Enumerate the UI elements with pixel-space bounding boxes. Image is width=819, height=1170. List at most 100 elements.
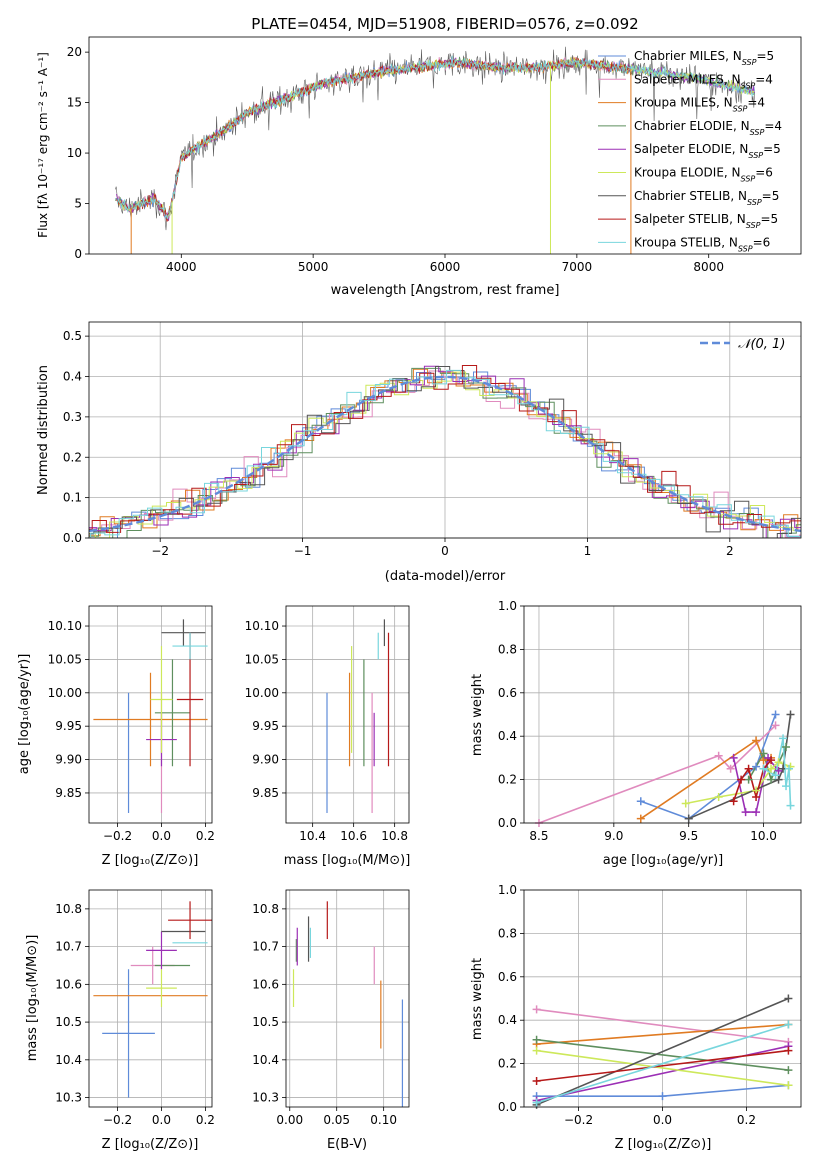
mass_vs_Z-xtick-label: 0.0 <box>152 1113 171 1127</box>
weight_vs_age-ytick-label: 0.8 <box>498 642 517 656</box>
mass_vs_ebv-frame <box>285 889 410 1108</box>
spectrum-xtick-label: 4000 <box>166 260 197 274</box>
weight_vs_Z-marker <box>532 1076 541 1085</box>
mass_vs_Z-xtick-label: −0.2 <box>103 1113 132 1127</box>
residuals-ytick-label: 0.3 <box>63 410 82 424</box>
residuals-plot-area <box>89 365 801 538</box>
weight_vs_age-marker <box>786 710 795 719</box>
weight_vs_Z-ytick-label: 0.2 <box>498 1057 517 1071</box>
weight-vs-age-ylabel: mass weight <box>470 674 485 756</box>
weight_vs_age-marker <box>636 814 645 823</box>
weight_vs_Z-marker <box>532 1046 541 1055</box>
mass_vs_Z-ytick-label: 10.8 <box>55 902 82 916</box>
weight_vs_age-marker <box>752 808 761 817</box>
weight_vs_age-marker <box>759 749 768 758</box>
weight_vs_age-marker <box>752 762 761 771</box>
residual-hist-salpeter-elodie <box>89 365 801 538</box>
residual-legend-label: 𝒩(0, 1) <box>738 337 785 352</box>
mass_vs_Z-ytick-label: 10.4 <box>55 1053 82 1067</box>
age_vs_mass-ytick-label: 9.95 <box>252 719 279 733</box>
mass_vs_Z-plot-area <box>93 901 212 1098</box>
residuals-ytick-label: 0.0 <box>63 531 82 545</box>
weight_vs_age-marker <box>714 751 723 760</box>
spectrum-title: PLATE=0454, MJD=51908, FIBERID=0576, z=0… <box>251 15 638 33</box>
weight_vs_age-ytick-label: 0.2 <box>498 773 517 787</box>
spectrum-ytick-label: 15 <box>67 96 82 110</box>
spectrum-line-kroupa-stelib <box>117 55 755 220</box>
legend-entry: Kroupa ELODIE, NSSP=6 <box>634 166 773 184</box>
residuals-ytick-label: 0.1 <box>63 491 82 505</box>
weight_vs_Z-series-chabrier-stelib <box>536 997 789 1106</box>
weight_vs_age-marker <box>729 753 738 762</box>
weight_vs_age-marker <box>744 764 753 773</box>
weight_vs_age-marker <box>729 797 738 806</box>
spectrum-line-kroupa-miles <box>117 56 630 222</box>
age-vs-z-xlabel: Z [log₁₀(Z/Z⊙)] <box>102 853 199 868</box>
age_vs_Z-xtick-label: −0.2 <box>103 829 132 843</box>
weight_vs_Z-marker <box>532 1035 541 1044</box>
mass-vs-ebv-xlabel: E(B-V) <box>327 1137 367 1152</box>
spectrum-xlabel: wavelength [Angstrom, rest frame] <box>331 283 560 298</box>
weight_vs_Z-marker <box>784 1020 793 1029</box>
age-vs-mass-xlabel: mass [log₁₀(M/M⊙)] <box>284 853 411 868</box>
weight_vs_age-xtick-label: 8.5 <box>529 829 548 843</box>
legend-entry: Kroupa MILES, NSSP=4 <box>634 96 765 114</box>
age_vs_mass-ytick-label: 10.00 <box>245 686 279 700</box>
weight_vs_age-marker <box>752 736 761 745</box>
age_vs_Z-ytick-label: 9.85 <box>55 786 82 800</box>
residual-hist-kroupa-stelib <box>89 369 801 538</box>
weight_vs_age-marker <box>774 775 783 784</box>
mass_vs_ebv-ytick-label: 10.8 <box>252 902 279 916</box>
age_vs_Z-xtick-label: 0.2 <box>196 829 215 843</box>
weight_vs_Z-marker <box>658 1092 667 1101</box>
mass_vs_ebv-xtick-label: 0.05 <box>323 1113 350 1127</box>
age_vs_mass-frame <box>285 605 410 824</box>
age_vs_mass-xtick-label: 10.4 <box>299 829 326 843</box>
normal-curve <box>89 375 801 533</box>
mass_vs_Z-ytick-label: 10.5 <box>55 1015 82 1029</box>
residuals-xtick-label: 1 <box>584 544 592 558</box>
weight_vs_Z-ytick-label: 0.6 <box>498 970 517 984</box>
mass_vs_Z-ytick-label: 10.7 <box>55 940 82 954</box>
age_vs_mass-ytick-label: 9.85 <box>252 786 279 800</box>
weight_vs_Z-frame <box>523 889 802 1108</box>
weight_vs_age-ytick-label: 0.6 <box>498 686 517 700</box>
weight_vs_Z-marker <box>784 1066 793 1075</box>
mass_vs_ebv-ytick-label: 10.6 <box>252 977 279 991</box>
legend-entry: Salpeter MILES, NSSP=4 <box>634 72 773 90</box>
weight_vs_age-marker <box>737 775 746 784</box>
age_vs_mass-xtick-label: 10.8 <box>381 829 408 843</box>
weight_vs_age-marker <box>779 734 788 743</box>
residual-hist-salpeter-stelib <box>89 365 801 533</box>
weight_vs_age-marker <box>771 721 780 730</box>
weight_vs_age-series-chabrier-miles <box>640 714 777 820</box>
weight_vs_age-ytick-label: 0.0 <box>498 816 517 830</box>
residuals-ylabel: Normed distribution <box>36 365 51 495</box>
mass_vs_Z-ytick-label: 10.6 <box>55 977 82 991</box>
legend-entry: Chabrier MILES, NSSP=5 <box>634 49 774 67</box>
weight_vs_age-frame <box>523 605 802 824</box>
weight_vs_age-marker <box>726 764 735 773</box>
weight-vs-z-xlabel: Z [log₁₀(Z/Z⊙)] <box>615 1137 712 1152</box>
legend-entry: Salpeter STELIB, NSSP=5 <box>634 212 778 230</box>
residuals-axes: −2 −1 0 1 2 0.0 0.1 0.2 0.3 0.4 0.5 𝒩(0, 1) <box>63 321 802 558</box>
weight_vs_Z-marker <box>532 1005 541 1014</box>
weight_vs_Z-marker <box>784 1081 793 1090</box>
mass_vs_ebv-plot-area <box>292 901 404 1107</box>
residual-hist-chabrier-stelib <box>89 366 801 538</box>
weight_vs_age-marker <box>636 797 645 806</box>
age_vs_Z-ytick-label: 9.90 <box>55 753 82 767</box>
weight_vs_age-marker <box>759 764 768 773</box>
residuals-xtick-label: −1 <box>294 544 312 558</box>
age_vs_mass-ytick-label: 9.90 <box>252 753 279 767</box>
age-vs-z-ylabel: age [log₁₀(age/yr)] <box>17 654 32 775</box>
legend-entry: Kroupa STELIB, NSSP=6 <box>634 235 770 253</box>
residuals-xtick-label: −2 <box>151 544 169 558</box>
age_vs_Z-ytick-label: 10.00 <box>48 686 82 700</box>
spectrum-plot-area <box>115 46 756 254</box>
spectrum-ylabel: Flux [fλ 10⁻¹⁷ erg cm⁻² s⁻¹ A⁻¹] <box>36 52 50 238</box>
weight-vs-age-xlabel: age [log₁₀(age/yr)] <box>603 853 724 868</box>
weight_vs_Z-xtick-label: −0.2 <box>564 1113 593 1127</box>
weight_vs_age-xtick-label: 10.0 <box>750 829 777 843</box>
spectrum-xtick-label: 7000 <box>562 260 593 274</box>
